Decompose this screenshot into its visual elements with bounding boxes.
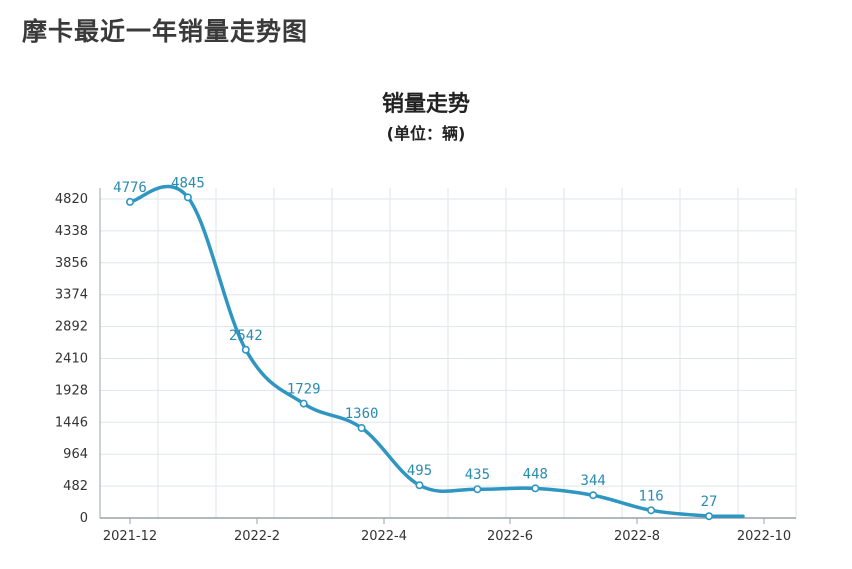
x-tick-label: 2021-12: [103, 529, 157, 544]
data-label: 344: [581, 473, 606, 489]
data-label: 27: [701, 494, 718, 510]
x-tick-label: 2022-6: [487, 529, 533, 544]
y-tick-label: 964: [63, 447, 88, 462]
data-label: 116: [638, 488, 663, 504]
y-tick-label: 2892: [55, 320, 88, 335]
data-label: 4845: [171, 175, 205, 191]
data-point: [126, 197, 135, 206]
axes: 0 482 964 1446 1928 2410 2892 3374 3856 4338 4820 2…: [55, 188, 796, 544]
series: [126, 184, 745, 521]
data-point: [531, 484, 540, 493]
data-point: [415, 481, 424, 490]
data-label: 4776: [113, 180, 147, 196]
data-label: 1729: [287, 382, 321, 398]
y-tick-label: 3856: [55, 256, 88, 271]
data-point: [589, 491, 598, 500]
y-tick-label: 482: [63, 479, 88, 494]
data-label: 435: [465, 467, 490, 483]
data-label: 495: [407, 463, 432, 479]
data-label: 2542: [229, 328, 263, 344]
data-point: [704, 512, 713, 521]
data-point: [299, 399, 308, 408]
y-tick-label: 1446: [55, 415, 88, 430]
grid: [99, 188, 797, 518]
page-title: 摩卡最近一年销量走势图: [22, 17, 309, 46]
y-tick-label: 4338: [55, 224, 88, 239]
series-line: [128, 184, 745, 518]
x-tick-label: 2022-2: [234, 529, 280, 544]
data-point: [473, 485, 482, 494]
data-label: 448: [523, 466, 548, 482]
y-tick-label: 1928: [55, 383, 88, 398]
y-tick-label: 4820: [55, 192, 88, 207]
data-point: [357, 423, 366, 432]
x-tick-label: 2022-4: [361, 529, 407, 544]
data-point: [647, 506, 656, 515]
y-tick-label: 0: [80, 511, 88, 526]
y-tick-label: 2410: [55, 352, 88, 367]
data-point: [183, 193, 192, 202]
chart-subtitle: (单位：辆): [386, 124, 466, 143]
chart-title: 销量走势: [381, 92, 470, 117]
data-label: 1360: [345, 406, 379, 422]
y-tick-label: 3374: [55, 288, 88, 303]
data-point: [241, 345, 250, 354]
x-tick-label: 2022-10: [737, 529, 791, 544]
data-labels: 4776 4845 2542 1729 1360 495 435 448 344 116 27: [113, 175, 717, 510]
x-tick-label: 2022-8: [614, 529, 660, 544]
